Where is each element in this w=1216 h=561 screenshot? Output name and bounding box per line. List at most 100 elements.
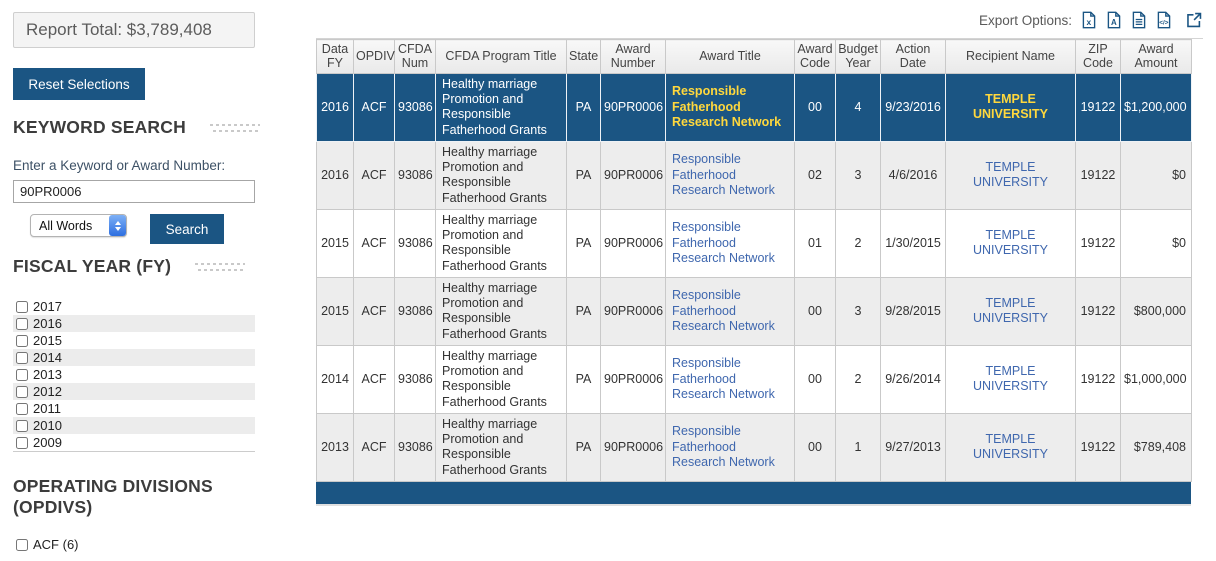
cell-budget_year: 1 bbox=[835, 412, 881, 482]
filter-checkbox[interactable] bbox=[16, 402, 28, 415]
column-header-zip_code: ZIP Code bbox=[1075, 39, 1121, 74]
filter-checkbox[interactable] bbox=[16, 368, 28, 381]
table-row[interactable]: 2015 ACF 93086 Healthy marriage Promotion a… bbox=[316, 276, 1192, 346]
recipient_name-link[interactable]: TEMPLE UNIVERSITY bbox=[972, 432, 1048, 462]
checkbox-row: 2017 bbox=[13, 298, 255, 315]
cell-cfda_program_title: Healthy marriage Promotion and Responsib… bbox=[435, 412, 567, 482]
fiscal-year-heading: FISCAL YEAR (FY) bbox=[13, 256, 246, 277]
cell-zip_code: 19122 bbox=[1075, 344, 1121, 414]
cell-zip_code: 19122 bbox=[1075, 276, 1121, 346]
cell-opdiv: ACF bbox=[353, 412, 395, 482]
search-button[interactable]: Search bbox=[150, 214, 224, 244]
keyword-input-label: Enter a Keyword or Award Number: bbox=[13, 158, 226, 173]
table-row[interactable]: 2015 ACF 93086 Healthy marriage Promotion a… bbox=[316, 208, 1192, 278]
table-header-row: Data FY OPDIV CFDA Num CFDA Program Title St… bbox=[316, 39, 1192, 74]
filter-checkbox[interactable] bbox=[16, 436, 28, 449]
cell-cfda_program_title: Healthy marriage Promotion and Responsib… bbox=[435, 208, 567, 278]
column-header-opdiv: OPDIV bbox=[353, 39, 395, 74]
recipient_name-link[interactable]: TEMPLE UNIVERSITY bbox=[972, 92, 1048, 122]
cell-recipient_name: TEMPLE UNIVERSITY bbox=[945, 208, 1076, 278]
cell-cfda_num: 93086 bbox=[394, 276, 436, 346]
cell-cfda_program_title: Healthy marriage Promotion and Responsib… bbox=[435, 140, 567, 210]
report-total-box: Report Total: $3,789,408 bbox=[13, 12, 255, 48]
award_title-link[interactable]: Responsible Fatherhood Research Network bbox=[672, 288, 775, 333]
cell-award_number: 90PR0006 bbox=[600, 140, 666, 210]
keyword-search-input[interactable] bbox=[13, 180, 255, 203]
table-row[interactable]: 2016 ACF 93086 Healthy marriage Promotion a… bbox=[316, 140, 1192, 210]
column-header-recipient_name: Recipient Name bbox=[945, 39, 1076, 74]
cell-data_fy: 2016 bbox=[316, 72, 354, 142]
column-header-state: State bbox=[566, 39, 601, 74]
filter-checkbox[interactable] bbox=[16, 419, 28, 432]
column-header-data_fy: Data FY bbox=[316, 39, 354, 74]
cell-action_date: 9/28/2015 bbox=[880, 276, 946, 346]
table-row[interactable]: 2013 ACF 93086 Healthy marriage Promotion a… bbox=[316, 412, 1192, 482]
cell-award_amount: $0 bbox=[1120, 140, 1192, 210]
column-header-action_date: Action Date bbox=[880, 39, 946, 74]
cell-cfda_num: 93086 bbox=[394, 208, 436, 278]
excel-export-icon[interactable]: x bbox=[1080, 11, 1098, 29]
table-row[interactable]: 2014 ACF 93086 Healthy marriage Promotion a… bbox=[316, 344, 1192, 414]
cell-cfda_program_title: Healthy marriage Promotion and Responsib… bbox=[435, 276, 567, 346]
checkbox-row: 2009 bbox=[13, 434, 255, 451]
filter-checkbox[interactable] bbox=[16, 317, 28, 330]
checkbox-row: 2011 bbox=[13, 400, 255, 417]
select-stepper-icon bbox=[109, 215, 126, 236]
table-row[interactable]: 2016 ACF 93086 Healthy marriage Promotion a… bbox=[316, 72, 1192, 142]
text-export-icon[interactable] bbox=[1130, 11, 1148, 29]
cell-award_amount: $0 bbox=[1120, 208, 1192, 278]
award_title-link[interactable]: Responsible Fatherhood Research Network bbox=[672, 356, 775, 401]
svg-text:x: x bbox=[1087, 17, 1092, 27]
cell-cfda_program_title: Healthy marriage Promotion and Responsib… bbox=[435, 72, 567, 142]
cell-award_code: 00 bbox=[794, 72, 836, 142]
checkbox-label: 2013 bbox=[33, 367, 62, 382]
cell-award_code: 01 bbox=[794, 208, 836, 278]
filter-checkbox[interactable] bbox=[16, 300, 28, 313]
cell-action_date: 4/6/2016 bbox=[880, 140, 946, 210]
checkbox-row: 2016 bbox=[13, 315, 255, 332]
cell-opdiv: ACF bbox=[353, 72, 395, 142]
cell-budget_year: 3 bbox=[835, 276, 881, 346]
cell-award_title: Responsible Fatherhood Research Network bbox=[665, 72, 795, 142]
table-body: 2016 ACF 93086 Healthy marriage Promotion a… bbox=[316, 72, 1192, 482]
cell-award_code: 02 bbox=[794, 140, 836, 210]
pdf-export-icon[interactable]: A bbox=[1105, 11, 1123, 29]
cell-budget_year: 2 bbox=[835, 344, 881, 414]
filter-checkbox[interactable] bbox=[16, 334, 28, 347]
match-type-select[interactable]: All Words bbox=[30, 214, 127, 237]
award_title-link[interactable]: Responsible Fatherhood Research Network bbox=[672, 220, 775, 265]
external-link-icon[interactable] bbox=[1185, 11, 1203, 29]
recipient_name-link[interactable]: TEMPLE UNIVERSITY bbox=[972, 364, 1048, 394]
code-export-icon[interactable]: </> bbox=[1155, 11, 1173, 29]
checkbox-label: ACF (6) bbox=[33, 537, 79, 552]
cell-cfda_num: 93086 bbox=[394, 412, 436, 482]
checkbox-label: 2009 bbox=[33, 435, 62, 450]
cell-action_date: 9/26/2014 bbox=[880, 344, 946, 414]
cell-recipient_name: TEMPLE UNIVERSITY bbox=[945, 72, 1076, 142]
cell-award_title: Responsible Fatherhood Research Network bbox=[665, 344, 795, 414]
recipient_name-link[interactable]: TEMPLE UNIVERSITY bbox=[972, 160, 1048, 190]
operating-divisions-list: ACF (6) bbox=[13, 536, 255, 553]
cell-award_amount: $789,408 bbox=[1120, 412, 1192, 482]
cell-cfda_num: 93086 bbox=[394, 72, 436, 142]
award_title-link[interactable]: Responsible Fatherhood Research Network bbox=[672, 84, 782, 129]
recipient_name-link[interactable]: TEMPLE UNIVERSITY bbox=[972, 296, 1048, 326]
reset-selections-button[interactable]: Reset Selections bbox=[13, 68, 145, 100]
table-top-divider bbox=[316, 38, 1203, 39]
award_title-link[interactable]: Responsible Fatherhood Research Network bbox=[672, 424, 775, 469]
cell-data_fy: 2013 bbox=[316, 412, 354, 482]
export-options-label: Export Options: bbox=[978, 12, 1072, 28]
recipient_name-link[interactable]: TEMPLE UNIVERSITY bbox=[972, 228, 1048, 258]
checkbox-label: 2015 bbox=[33, 333, 62, 348]
filter-checkbox[interactable] bbox=[16, 385, 28, 398]
cell-award_amount: $1,200,000 bbox=[1120, 72, 1192, 142]
dotted-divider-icon bbox=[209, 123, 260, 132]
award_title-link[interactable]: Responsible Fatherhood Research Network bbox=[672, 152, 775, 197]
cell-award_title: Responsible Fatherhood Research Network bbox=[665, 140, 795, 210]
filter-checkbox[interactable] bbox=[16, 538, 28, 551]
cell-opdiv: ACF bbox=[353, 276, 395, 346]
cell-award_number: 90PR0006 bbox=[600, 344, 666, 414]
filter-checkbox[interactable] bbox=[16, 351, 28, 364]
cell-award_title: Responsible Fatherhood Research Network bbox=[665, 276, 795, 346]
